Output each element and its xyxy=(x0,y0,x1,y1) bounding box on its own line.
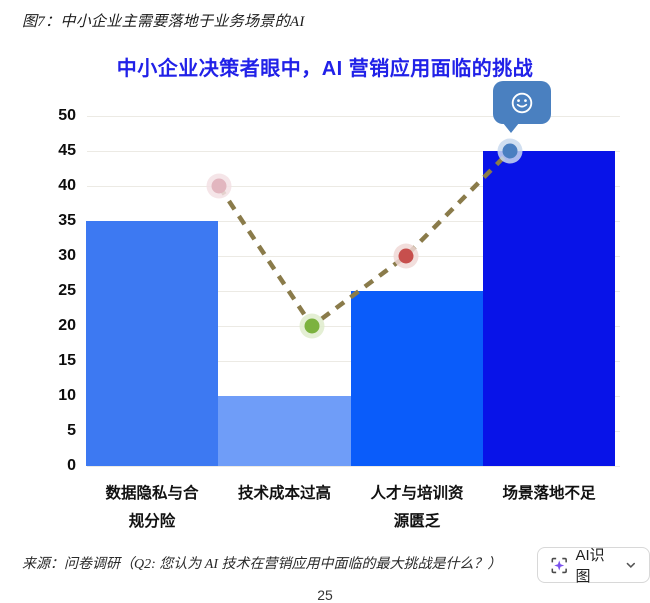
y-axis-tick-label: 30 xyxy=(58,247,76,264)
ai-recognize-button[interactable]: AI识图 xyxy=(537,547,650,585)
x-axis-label: 技术成本过高 xyxy=(237,485,331,502)
smiley-face-icon xyxy=(511,92,533,113)
chart-title: 中小企业决策者眼中，AI 营销应用面临的挑战 xyxy=(116,58,534,80)
y-axis-tick-label: 40 xyxy=(58,177,76,194)
y-axis-tick-label: 0 xyxy=(67,457,76,474)
bar xyxy=(351,291,483,466)
x-axis-label: 人才与培训资 源匮乏 xyxy=(370,485,464,530)
tooltip-tail xyxy=(503,123,519,133)
y-axis-tick-label: 25 xyxy=(58,282,76,299)
gridline xyxy=(87,466,620,467)
x-axis-label: 数据隐私与合 规分险 xyxy=(105,485,199,530)
bar xyxy=(86,221,218,466)
figure-caption: 图7：中小企业主需要落地于业务场景的AI xyxy=(22,14,305,30)
y-axis-tick-label: 10 xyxy=(58,387,76,404)
x-axis-label: 场景落地不足 xyxy=(502,485,596,502)
y-axis-tick-label: 35 xyxy=(58,212,76,229)
ai-button-label: AI识图 xyxy=(575,547,605,585)
bar xyxy=(218,396,351,466)
y-axis-tick-label: 5 xyxy=(67,422,76,439)
y-axis-tick-label: 20 xyxy=(58,317,76,334)
sparkle-scan-icon xyxy=(551,557,567,573)
gridline xyxy=(87,116,620,117)
source-note: 来源：问卷调研（Q2: 您认为 AI 技术在营销应用中面临的最大挑战是什么？） xyxy=(22,557,502,572)
page-number: 25 xyxy=(317,587,333,603)
chevron-down-icon xyxy=(627,562,636,569)
y-axis-tick-label: 45 xyxy=(58,142,76,159)
y-axis-tick-label: 50 xyxy=(58,107,76,124)
smiley-tooltip[interactable] xyxy=(493,81,551,133)
y-axis-tick-label: 15 xyxy=(58,352,76,369)
bar xyxy=(483,151,615,466)
